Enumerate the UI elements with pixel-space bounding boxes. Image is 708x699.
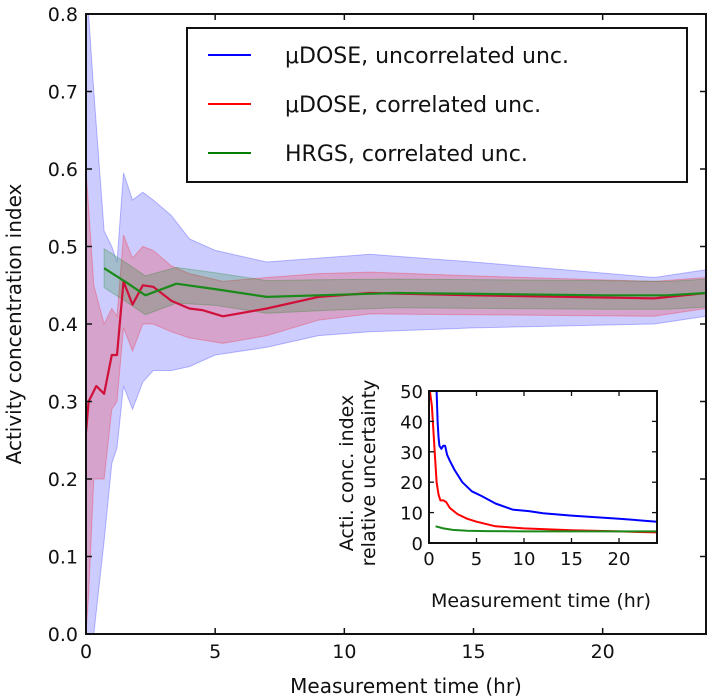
legend-entries: μDOSE, uncorrelated unc. μDOSE, correlate…: [208, 44, 569, 167]
legend-box: [186, 27, 688, 183]
x-tick-label: 15: [461, 641, 485, 663]
inset-axes-frame: [428, 390, 658, 544]
legend-entry-mudose-uncorrelated-unc: μDOSE, uncorrelated unc.: [208, 44, 569, 69]
y-tick-label: 0.8: [48, 4, 78, 26]
inset-x-tick-label: 20: [608, 549, 631, 570]
inset-x-tick-label: 0: [423, 549, 434, 570]
y-tick-label: 0.2: [48, 469, 78, 491]
legend-label: μDOSE, uncorrelated unc.: [285, 44, 569, 69]
inset-y-tick-label: 40: [400, 412, 423, 433]
main-lines: [86, 267, 706, 433]
band-hrgs-correlated-unc: [103, 247, 706, 316]
inset-plot-area: 0 5 10 15 20 0 10 20 30 40 50 Measurement time (hr…: [336, 380, 658, 612]
inset-y-axis-label-line2: relative uncertainty: [358, 380, 380, 567]
x-tick-label: 0: [80, 641, 92, 663]
inset-ticks: 0 5 10 15 20 0 10 20 30 40 50: [400, 382, 657, 570]
inset-x-axis-label: Measurement time (hr): [431, 590, 651, 612]
y-tick-label: 0.7: [48, 82, 78, 104]
inset-background: [429, 391, 657, 543]
legend-label: HRGS, correlated unc.: [285, 142, 528, 167]
inset-line-mudose-uncorrelated-unc: [435, 391, 657, 523]
band-mudose-correlated-unc: [86, 168, 706, 634]
line-hrgs-correlated-unc: [103, 267, 706, 298]
inset-y-tick-label: 0: [412, 534, 423, 555]
band-mudose-uncorrelated-unc: [86, 14, 706, 634]
inset-y-tick-label: 50: [400, 382, 423, 403]
main-y-axis-label: Activity concentration index: [2, 183, 26, 464]
main-bands: [86, 14, 706, 634]
legend: μDOSE, uncorrelated unc. μDOSE, correlate…: [186, 27, 688, 183]
x-tick-label: 5: [209, 641, 221, 663]
y-tick-label: 0.6: [48, 159, 78, 181]
legend-entry-mudose-correlated-unc: μDOSE, correlated unc.: [208, 93, 541, 118]
y-tick-label: 0.1: [48, 547, 78, 569]
main-plot-area: 0 5 10 15 20 0.0 0.1 0.2 0.3 0.4 0.5 0.6 0.7 0.8 Meas…: [2, 4, 707, 698]
y-tick-label: 0.4: [48, 314, 78, 336]
main-x-axis-label: Measurement time (hr): [290, 674, 522, 698]
inset-x-tick-label: 5: [471, 549, 482, 570]
inset-x-tick-label: 10: [513, 549, 536, 570]
inset-lines: [429, 391, 657, 534]
inset-x-tick-label: 15: [560, 549, 583, 570]
inset-y-tick-label: 10: [400, 504, 423, 525]
inset-line-hrgs-correlated-unc: [435, 525, 657, 533]
legend-entry-hrgs-correlated-unc: HRGS, correlated unc.: [208, 142, 528, 167]
legend-label: μDOSE, correlated unc.: [285, 93, 541, 118]
x-tick-label: 10: [332, 641, 356, 663]
inset-line-mudose-correlated-unc: [429, 391, 657, 534]
inset-y-tick-label: 20: [400, 473, 423, 494]
inset-y-axis-label-line1: Acti. conc. index: [336, 395, 358, 552]
y-tick-label: 0.3: [48, 392, 78, 414]
y-tick-label: 0.5: [48, 237, 78, 259]
inset-y-tick-label: 30: [400, 443, 423, 464]
main-ticks: 0 5 10 15 20 0.0 0.1 0.2 0.3 0.4 0.5 0.6 0.7 0.8: [48, 4, 706, 663]
y-tick-label: 0.0: [48, 624, 78, 646]
x-tick-label: 20: [591, 641, 615, 663]
